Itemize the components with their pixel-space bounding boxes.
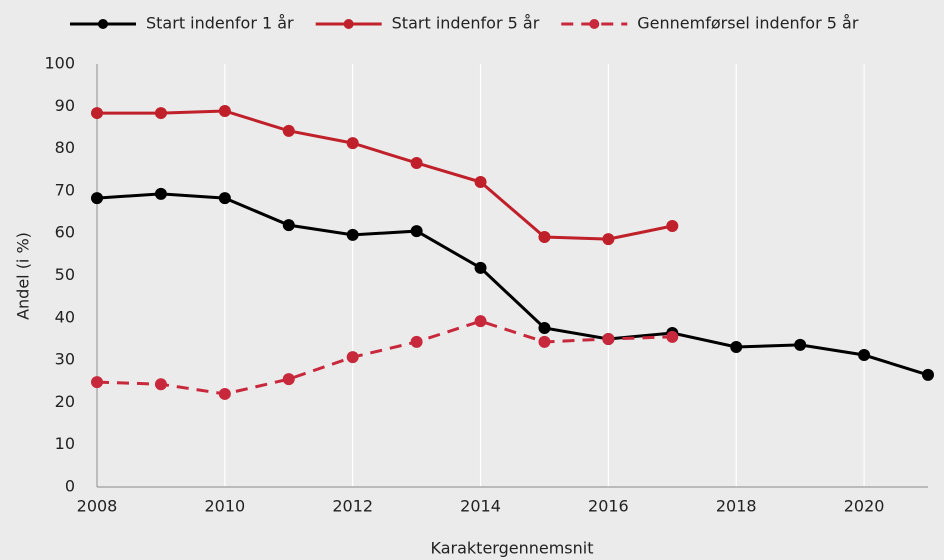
data-point [410, 225, 423, 238]
y-tick-label: 0 [65, 477, 75, 496]
data-point [91, 107, 103, 120]
legend-label: Start indenfor 1 år [146, 14, 294, 33]
data-point [154, 378, 167, 391]
data-point [474, 261, 487, 274]
data-point [218, 104, 231, 117]
x-tick-label: 2012 [332, 497, 373, 516]
legend-marker [343, 19, 354, 29]
x-tick-label: 2016 [588, 497, 629, 516]
x-tick-label: 2018 [716, 497, 757, 516]
y-tick-label: 90 [55, 96, 75, 115]
y-tick-label: 100 [44, 54, 75, 73]
y-tick-label: 20 [55, 392, 75, 411]
y-tick-label: 80 [55, 138, 75, 157]
y-tick-label: 50 [55, 265, 75, 284]
data-point [282, 124, 295, 137]
data-point [346, 351, 359, 364]
x-tick-label: 2010 [204, 497, 245, 516]
data-point [730, 340, 743, 353]
data-point [602, 332, 615, 345]
y-tick-label: 70 [55, 180, 75, 199]
legend-label: Gennemførsel indenfor 5 år [637, 14, 859, 33]
data-point [91, 192, 103, 205]
data-point [91, 376, 103, 389]
series-line [97, 109, 673, 241]
data-point [218, 387, 231, 400]
legend-marker [98, 19, 108, 29]
x-tick-label: 2008 [77, 497, 118, 516]
data-point [538, 231, 551, 244]
data-point [858, 349, 871, 362]
data-point [154, 187, 167, 200]
data-point [538, 335, 551, 348]
data-point [154, 107, 167, 120]
y-tick-label: 40 [55, 307, 75, 326]
data-point [794, 338, 807, 351]
data-point [346, 137, 359, 150]
x-tick-label: 2020 [844, 497, 885, 516]
data-point [666, 330, 679, 343]
y-axis-label: Andel (i %) [14, 232, 33, 320]
data-point [282, 373, 295, 386]
y-tick-label: 60 [55, 223, 75, 242]
y-tick-label: 30 [55, 350, 75, 369]
legend-marker [589, 19, 600, 29]
legend-label: Start indenfor 5 år [392, 14, 540, 33]
data-point [218, 192, 231, 205]
series-line [96, 319, 673, 396]
y-tick-label: 10 [55, 434, 75, 453]
data-point [538, 321, 551, 334]
data-point [474, 315, 487, 328]
data-point [474, 176, 487, 189]
data-point [410, 156, 423, 169]
series-line [96, 192, 929, 377]
data-point [282, 219, 295, 232]
data-point [922, 368, 934, 381]
data-point [602, 233, 615, 246]
x-axis-label: Karaktergennemsnit [431, 539, 594, 558]
data-point [346, 228, 359, 241]
x-tick-label: 2014 [460, 497, 501, 516]
data-point [410, 335, 423, 348]
data-point [666, 220, 679, 233]
